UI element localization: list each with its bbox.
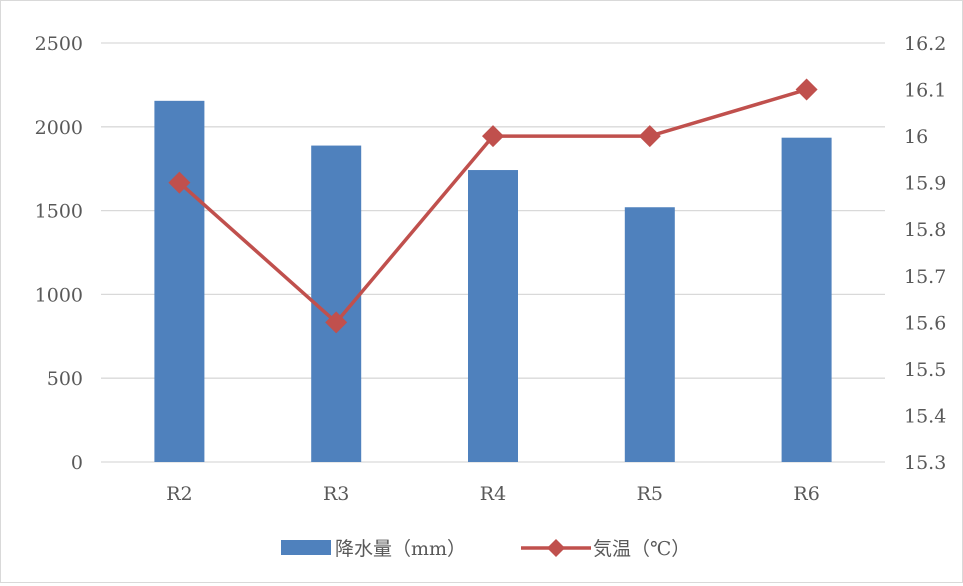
legend-bar-swatch — [281, 540, 331, 555]
left-axis-tick-label: 0 — [71, 452, 83, 474]
right-axis-tick-label: 16.2 — [904, 33, 946, 55]
bar-r6 — [781, 137, 832, 462]
bar-r4 — [468, 170, 518, 462]
left-axis-tick-label: 2500 — [35, 33, 83, 55]
right-axis-tick-label: 15.6 — [904, 312, 946, 334]
left-axis-tick-label: 1000 — [35, 284, 83, 306]
temperature-marker-r3 — [325, 311, 348, 334]
line-series — [168, 78, 818, 334]
right-axis-ticks: 15.3 15.4 15.5 15.6 15.7 15.8 15.9 16 16.1 16.2 — [904, 33, 946, 474]
x-axis-tick-label: R5 — [637, 483, 663, 505]
temperature-marker-r2 — [168, 171, 191, 194]
legend: 降水量（mm） 気温（℃） — [281, 538, 690, 560]
right-axis-tick-label: 16 — [904, 126, 928, 148]
bar-series — [154, 100, 832, 463]
bar-r5 — [624, 207, 675, 462]
x-axis-ticks: R2 R3 R4 R5 R6 — [166, 483, 820, 505]
right-axis-tick-label: 16.1 — [904, 80, 946, 102]
right-axis-tick-label: 15.8 — [904, 219, 946, 241]
right-axis-tick-label: 15.5 — [904, 359, 946, 381]
temperature-marker-r5 — [638, 125, 661, 148]
x-axis-tick-label: R2 — [166, 483, 192, 505]
right-axis-tick-label: 15.9 — [904, 173, 946, 195]
legend-diamond-marker — [547, 539, 565, 557]
left-axis-tick-label: 500 — [47, 368, 83, 390]
legend-label-temperature: 気温（℃） — [593, 538, 690, 560]
bar-r2 — [154, 100, 205, 463]
x-axis-tick-label: R3 — [323, 483, 349, 505]
temperature-marker-r4 — [482, 125, 504, 148]
legend-label-precipitation: 降水量（mm） — [335, 538, 466, 560]
right-axis-tick-label: 15.4 — [904, 405, 946, 427]
right-axis-tick-label: 15.7 — [904, 266, 946, 288]
temperature-marker-r6 — [795, 78, 818, 101]
right-axis-tick-label: 15.3 — [904, 452, 946, 474]
x-axis-tick-label: R4 — [480, 483, 506, 505]
left-axis-tick-label: 1500 — [35, 201, 83, 223]
left-axis-tick-label: 2000 — [35, 117, 83, 139]
left-axis-ticks: 0 500 1000 1500 2000 2500 — [35, 33, 83, 474]
x-axis-tick-label: R6 — [793, 483, 819, 505]
